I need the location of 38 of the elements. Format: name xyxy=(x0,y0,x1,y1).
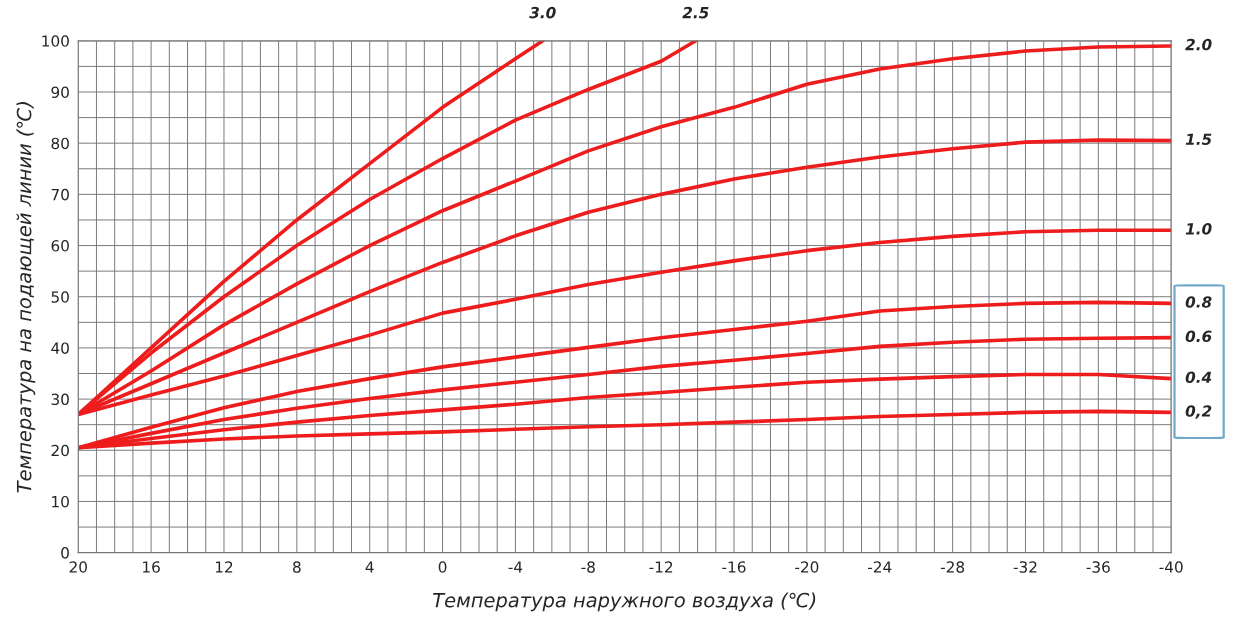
x-tick-label: -32 xyxy=(1013,561,1037,573)
x-axis-title: Температура наружного воздуха (℃) xyxy=(433,592,816,612)
y-tick-label: 30 xyxy=(51,393,69,406)
y-tick-label: 90 xyxy=(51,86,69,99)
series-label: 1.0 xyxy=(1185,223,1212,235)
x-tick-label: 20 xyxy=(69,561,87,573)
y-tick-label: 80 xyxy=(51,137,69,150)
series-label: 0.8 xyxy=(1185,296,1212,308)
y-tick-label: 10 xyxy=(52,495,69,508)
series-label: 0.6 xyxy=(1185,330,1212,343)
x-tick-label: 12 xyxy=(215,561,233,573)
x-tick-label: 4 xyxy=(365,561,374,573)
y-tick-label: 50 xyxy=(51,291,69,303)
x-tick-label: -36 xyxy=(1086,561,1110,573)
series-label: 0,2 xyxy=(1185,405,1212,419)
x-tick-label: -4 xyxy=(508,561,523,573)
x-tick-label: -16 xyxy=(722,561,746,573)
x-tick-label: -20 xyxy=(795,561,819,573)
x-tick-label: -28 xyxy=(940,561,965,573)
x-tick-label: -12 xyxy=(649,561,673,573)
x-tick-label: 8 xyxy=(293,561,301,573)
y-tick-label: 70 xyxy=(51,188,69,201)
y-tick-label: 20 xyxy=(51,444,69,457)
series-label: 0.4 xyxy=(1185,371,1212,384)
y-tick-label: 0 xyxy=(61,547,69,559)
x-tick-label: -40 xyxy=(1159,561,1183,573)
x-tick-label: 0 xyxy=(438,561,447,573)
x-tick-label: -8 xyxy=(581,561,595,573)
y-tick-label: 60 xyxy=(51,240,69,252)
y-tick-label: 100 xyxy=(42,35,69,47)
y-tick-label: 40 xyxy=(51,342,69,354)
series-label: 1.5 xyxy=(1185,133,1212,146)
series-label: 2.5 xyxy=(682,6,709,19)
series-label: 3.0 xyxy=(529,6,556,19)
series-label: 2.0 xyxy=(1185,38,1212,51)
x-tick-label: 16 xyxy=(143,561,160,573)
x-tick-label: -24 xyxy=(868,561,892,573)
y-axis-title: Температура на подающей линии (℃) xyxy=(16,102,36,493)
